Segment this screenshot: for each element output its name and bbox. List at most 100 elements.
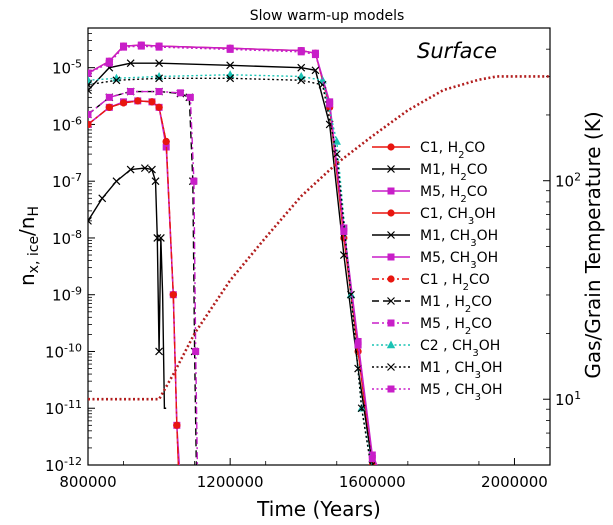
data-point xyxy=(332,150,341,159)
y-tick-label: 10-11 xyxy=(45,398,82,419)
data-point xyxy=(119,99,128,107)
data-point xyxy=(186,93,194,101)
series-4 xyxy=(88,41,376,465)
legend-marker xyxy=(387,363,395,371)
data-point xyxy=(88,69,92,77)
data-point xyxy=(105,59,113,67)
legend-entry: M1, CH3OH xyxy=(372,228,498,249)
series-line xyxy=(88,77,372,465)
data-point xyxy=(226,45,234,53)
legend-entry: C1, H2CO xyxy=(372,140,485,161)
x-tick-label: 2000000 xyxy=(481,473,548,491)
legend-marker xyxy=(387,165,395,173)
y2-tick-label: 102 xyxy=(555,170,581,191)
y-title-slash: /n xyxy=(15,217,39,236)
data-point xyxy=(297,76,306,85)
legend-label: M1, CH3OH xyxy=(420,228,498,249)
legend-entry: M5 , CH3OH xyxy=(372,382,503,403)
legend-label: M5, H2CO xyxy=(420,184,488,205)
y-tick-label: 10-5 xyxy=(52,57,82,78)
legend-label: M1 , CH3OH xyxy=(420,360,503,381)
data-point xyxy=(357,404,366,413)
data-point xyxy=(105,103,113,111)
legend-entry: M5, H2CO xyxy=(372,184,488,205)
legend-label: M1, H2CO xyxy=(420,162,488,183)
data-point xyxy=(340,227,348,235)
legend-label: M5 , CH3OH xyxy=(420,382,503,403)
data-point xyxy=(368,451,376,459)
series-9 xyxy=(88,88,200,465)
data-point xyxy=(155,103,163,111)
legend-marker xyxy=(387,385,395,393)
legend-entry: M1, H2CO xyxy=(372,162,488,183)
legend-entry: M5 , H2CO xyxy=(372,316,492,337)
series-12 xyxy=(88,42,377,465)
legend-marker xyxy=(387,253,395,261)
surface-annotation: Surface xyxy=(417,39,497,63)
x-tick-label: 1600000 xyxy=(339,473,406,491)
legend-entry: M1 , H2CO xyxy=(372,294,492,315)
series-3 xyxy=(88,97,181,465)
series-line xyxy=(88,44,374,465)
data-point xyxy=(354,364,363,373)
y-title-sub2: H xyxy=(26,206,42,217)
chart-title: Slow warm-up models xyxy=(250,8,405,24)
legend-label: C1 , H2CO xyxy=(420,272,490,293)
y-axis-left-title: nx, ice/nH xyxy=(15,206,42,286)
data-point xyxy=(88,120,92,129)
legend-label: C2 , CH3OH xyxy=(420,338,500,359)
legend-marker xyxy=(387,143,395,151)
series-line xyxy=(88,45,377,465)
data-point xyxy=(354,341,362,349)
data-point xyxy=(151,177,160,186)
legend-marker xyxy=(387,297,395,305)
data-point xyxy=(311,66,320,75)
data-point xyxy=(134,97,142,105)
data-point xyxy=(155,88,163,96)
legend-marker xyxy=(387,319,395,327)
x-tick-label: 1200000 xyxy=(197,473,264,491)
data-point xyxy=(340,224,348,232)
series-line xyxy=(88,90,198,465)
data-point xyxy=(297,48,305,56)
y-title-sub1: x, ice xyxy=(26,236,42,273)
data-point xyxy=(297,63,306,72)
y-tick-label: 10-12 xyxy=(45,455,82,476)
legend-marker xyxy=(386,340,396,349)
data-point xyxy=(192,347,200,355)
y-title-base: n xyxy=(15,273,39,286)
series-6 xyxy=(88,41,378,465)
data-point xyxy=(88,216,92,225)
data-point xyxy=(120,43,128,51)
y-axis-right: 101 102 xyxy=(543,27,581,466)
y-tick-label: 10-6 xyxy=(52,114,82,135)
data-point xyxy=(126,165,135,174)
legend-entry: M5, CH3OH xyxy=(372,250,498,271)
series-line xyxy=(88,62,374,465)
series-line xyxy=(88,100,180,465)
data-point xyxy=(318,75,327,84)
legend-entry: C1, CH3OH xyxy=(372,206,496,227)
data-point xyxy=(126,59,135,68)
x-axis-title: Time (Years) xyxy=(256,497,381,521)
x-axis: 800000 1200000 1600000 2000000 xyxy=(59,458,548,491)
data-point xyxy=(155,59,164,68)
y-axis-left: 10-12 10-11 10-10 10-9 10-8 10-7 10-6 10-5 xyxy=(45,33,95,476)
data-point xyxy=(137,42,145,50)
series-line xyxy=(88,100,181,465)
data-point xyxy=(88,80,92,89)
legend-entry: M1 , CH3OH xyxy=(372,360,503,381)
data-point xyxy=(176,89,184,97)
data-point xyxy=(347,290,355,299)
data-point xyxy=(153,234,162,242)
legend-label: C1, H2CO xyxy=(420,140,485,161)
data-point xyxy=(88,110,92,118)
y-tick-label: 10-7 xyxy=(52,171,82,192)
y-tick-label: 10-9 xyxy=(52,284,82,305)
series-line xyxy=(88,100,180,465)
legend-marker xyxy=(387,231,395,239)
data-point xyxy=(368,455,376,463)
legend-label: C1, CH3OH xyxy=(420,206,496,227)
series-10 xyxy=(88,70,373,465)
